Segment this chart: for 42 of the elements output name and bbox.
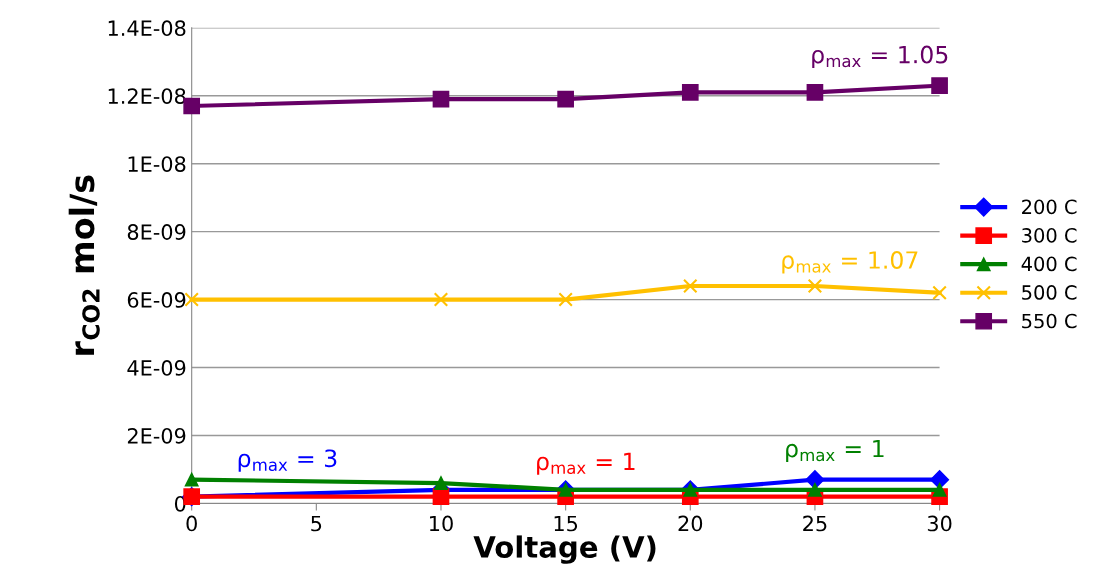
x-axis-title: Voltage (V) bbox=[473, 535, 656, 564]
point bbox=[805, 470, 825, 490]
point bbox=[807, 278, 823, 294]
annotation: ρ$_{max}$ = 1.05 bbox=[812, 45, 948, 69]
legend-label: 400 C bbox=[1021, 256, 1077, 272]
x-tick-label: 20 bbox=[678, 515, 703, 532]
point bbox=[557, 90, 574, 108]
annotation: ρ$_{max}$ = 1 bbox=[537, 452, 635, 475]
y-tick-label: 6E-09 bbox=[127, 292, 186, 308]
x-tick-label: 10 bbox=[430, 515, 453, 532]
x-tick-label: 25 bbox=[803, 515, 827, 532]
y-tick-label: 1.4E-08 bbox=[108, 20, 186, 37]
point bbox=[558, 292, 573, 307]
point bbox=[931, 77, 948, 94]
point bbox=[432, 90, 450, 108]
point bbox=[434, 476, 448, 491]
y-tick-label: 2E-09 bbox=[127, 427, 186, 444]
x-tick-label: 0 bbox=[186, 515, 197, 532]
point bbox=[433, 292, 449, 307]
x-tick-label: 5 bbox=[311, 515, 322, 532]
point bbox=[806, 84, 824, 101]
y-tick-label: 4E-09 bbox=[127, 360, 186, 376]
legend-label: 500 C bbox=[1022, 285, 1077, 300]
x-tick-label: 30 bbox=[927, 515, 952, 532]
x-tick-label: 15 bbox=[554, 515, 578, 532]
point bbox=[681, 84, 699, 101]
point bbox=[183, 97, 201, 115]
point bbox=[682, 278, 698, 294]
annotation: ρ$_{max}$ = 1 bbox=[786, 439, 884, 462]
point bbox=[184, 472, 199, 487]
legend-label: 300 C bbox=[1022, 228, 1077, 243]
point bbox=[932, 482, 947, 497]
point bbox=[932, 285, 947, 301]
y-tick-label: 8E-09 bbox=[127, 224, 186, 240]
legend-label: 550 C bbox=[1022, 313, 1077, 329]
annotation: ρ$_{max}$ = 3 bbox=[238, 449, 337, 472]
y-axis-title: r$_{CO2}$ mol/s bbox=[68, 175, 100, 355]
point bbox=[807, 482, 822, 497]
legend-label: 200 C bbox=[1022, 199, 1077, 215]
y-tick-label: 1E-08 bbox=[128, 156, 186, 172]
annotation: ρ$_{max}$ = 1.07 bbox=[782, 251, 918, 274]
y-tick-label: 1.2E-08 bbox=[108, 88, 186, 104]
